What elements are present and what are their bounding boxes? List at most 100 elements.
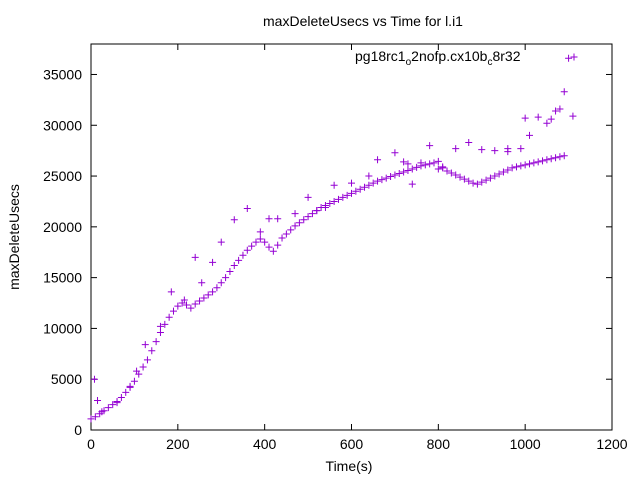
data-point [465,177,473,185]
data-point [300,216,308,224]
data-point [334,195,342,203]
data-point [434,157,442,165]
data-point [126,382,134,390]
legend-sub2: c [487,57,492,68]
data-point [473,180,481,188]
data-point [196,297,204,305]
data-point [417,159,425,167]
data-point [165,313,173,321]
data-point [295,219,303,227]
data-point [180,296,188,304]
data-point [521,114,529,122]
data-point [191,253,199,261]
data-point [304,193,312,201]
data-point [443,167,451,175]
data-point [452,171,460,179]
data-point [213,284,221,292]
data-point [222,274,230,282]
data-point [209,258,217,266]
x-tick-label: 400 [253,436,277,452]
legend-sub1: o [406,57,412,68]
data-point [152,338,160,346]
data-point [465,139,473,147]
data-point [235,256,243,264]
data-point [369,179,377,187]
data-point [174,302,182,310]
data-point [539,157,547,165]
y-axis-label: maxDeleteUsecs [6,184,22,290]
legend-label: pg18rc1o2nofp.cx10bc8r32 [355,48,521,68]
data-point [543,156,551,164]
data-point [382,174,390,182]
data-point [460,175,468,183]
data-point [365,172,373,180]
data-point [430,159,438,167]
data-point [91,413,99,421]
data-point [395,170,403,178]
data-point [200,294,208,302]
data-point [365,181,373,189]
legend-mid: 2nofp.cx10b [411,48,487,64]
data-point [191,300,199,308]
data-point [404,166,412,174]
data-point [167,288,175,296]
data-point [512,163,520,171]
data-point [278,234,286,242]
legend-marker-symbol [570,53,578,61]
data-point [122,388,130,396]
data-point [361,183,369,191]
data-point [183,301,191,309]
data-point [521,161,529,169]
data-point [274,241,282,249]
data-point [413,163,421,171]
data-point [141,341,149,349]
data-point [486,174,494,182]
data-point [356,185,364,193]
data-point [291,210,299,218]
data-point [400,168,408,176]
data-point [552,154,560,162]
data-point [447,169,455,177]
x-tick-label: 1000 [510,436,541,452]
data-point [161,320,169,328]
data-point [304,213,312,221]
data-point [261,238,269,246]
data-point [491,147,499,155]
data-point [230,216,238,224]
data-point [504,148,512,156]
legend-base: pg18rc1 [355,48,406,64]
data-point [560,152,568,160]
data-point [98,408,106,416]
y-tick-label: 30000 [43,117,82,133]
data-point [495,170,503,178]
x-tick-label: 0 [87,436,95,452]
data-point [543,119,551,127]
data-point [330,181,338,189]
data-point [526,160,534,168]
data-point [226,268,234,276]
data-point [330,197,338,205]
data-point [391,149,399,157]
data-point [265,215,273,223]
data-point [387,173,395,181]
data-point [374,177,382,185]
chart-title: maxDeleteUsecs vs Time for l.i1 [263,13,463,29]
data-point [169,307,177,315]
data-point [482,176,490,184]
data-point [148,347,156,355]
data-point [478,178,486,186]
data-point [90,375,98,383]
data-point [547,155,555,163]
axis-ticks: 0 200 400 600 800 1000 1200 0 5000 10000 15000 2000… [43,44,628,452]
data-point [391,171,399,179]
legend-marker [570,53,578,61]
data-point [478,146,486,154]
data-point [248,242,256,250]
data-point [269,247,277,255]
data-point [321,204,329,212]
data-point [504,166,512,174]
data-point [426,160,434,168]
data-point [556,153,564,161]
y-tick-label: 10000 [43,320,82,336]
